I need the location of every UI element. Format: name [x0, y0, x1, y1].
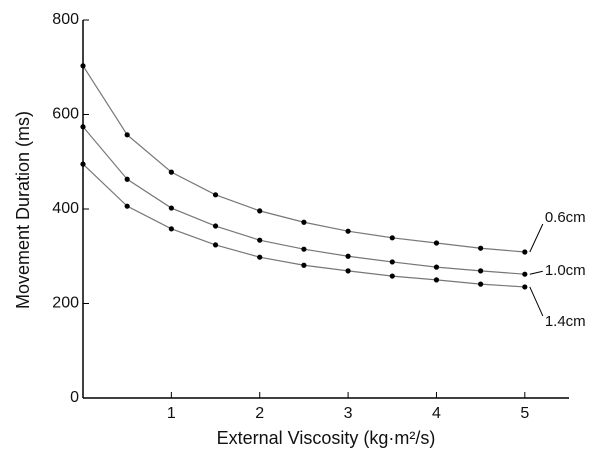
series-line	[82, 126, 525, 275]
x-tick-label: 5	[520, 405, 529, 422]
data-point	[433, 264, 440, 270]
data-point	[522, 249, 528, 255]
data-point	[478, 268, 484, 274]
data-point	[257, 208, 263, 214]
data-point	[124, 132, 130, 138]
data-point	[212, 192, 219, 198]
x-tick-label: 1	[167, 405, 176, 422]
label-arrow	[529, 223, 544, 253]
x-axis-label: External Viscosity (kg·m²/s)	[217, 428, 436, 448]
y-tick-label: 800	[52, 11, 79, 28]
data-point	[478, 245, 484, 251]
data-point	[389, 273, 395, 279]
y-tick-label: 200	[52, 295, 79, 312]
data-point	[212, 223, 219, 229]
data-point	[80, 124, 86, 130]
label-arrow	[529, 286, 544, 317]
data-point	[345, 228, 351, 234]
label-arrow	[529, 270, 543, 275]
series-label: 0.6cm	[545, 209, 586, 226]
data-point	[478, 281, 484, 287]
y-tick-label: 600	[52, 106, 79, 123]
data-point	[168, 205, 174, 211]
data-point	[80, 161, 86, 167]
data-point	[301, 246, 307, 252]
data-point	[212, 242, 219, 248]
data-point	[124, 176, 130, 182]
data-point	[522, 284, 528, 290]
x-tick-label: 2	[255, 405, 264, 422]
data-point	[433, 240, 440, 246]
data-point	[124, 203, 130, 209]
y-axis-label: Movement Duration (ms)	[13, 111, 33, 309]
series-label: 1.0cm	[545, 262, 586, 279]
x-tick-label: 3	[344, 405, 353, 422]
data-point	[389, 235, 395, 241]
y-tick-label: 400	[52, 200, 79, 217]
series-label: 1.4cm	[545, 313, 586, 330]
data-point	[301, 219, 307, 225]
data-point	[168, 169, 174, 175]
y-tick-label: 0	[70, 389, 79, 406]
data-point	[80, 63, 86, 69]
x-tick-label: 4	[432, 405, 441, 422]
data-point	[345, 268, 351, 274]
data-point	[522, 271, 528, 277]
data-point	[389, 259, 395, 265]
data-point	[433, 277, 440, 283]
data-point	[257, 254, 263, 260]
data-point	[257, 237, 263, 243]
data-point	[345, 253, 351, 259]
data-point	[301, 262, 307, 268]
data-point	[168, 226, 174, 232]
